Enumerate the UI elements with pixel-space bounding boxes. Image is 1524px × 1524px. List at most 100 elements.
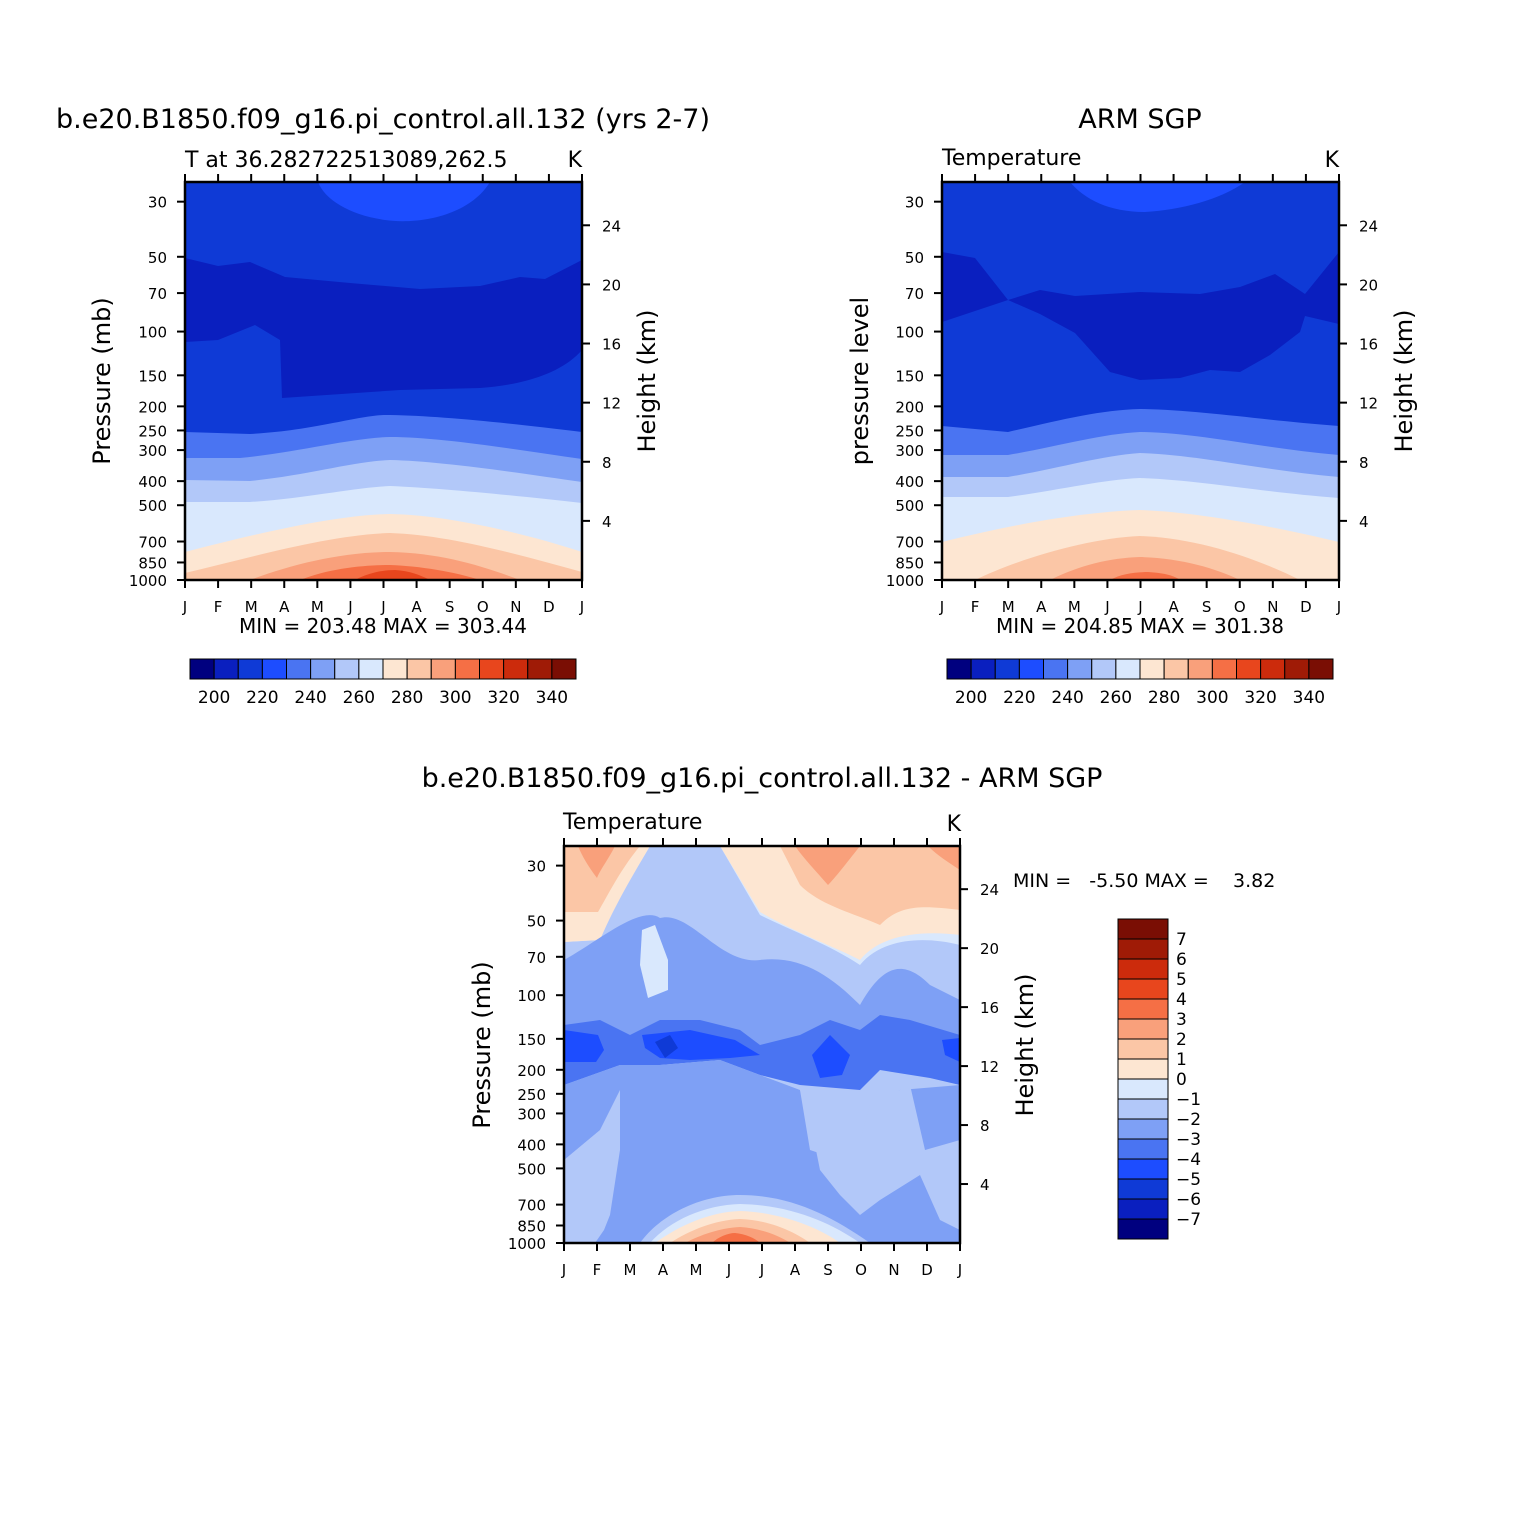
colorbar-label: 260 bbox=[343, 688, 375, 708]
y-tick-label: 300 bbox=[517, 1105, 546, 1123]
y-tick-right-label: 12 bbox=[602, 395, 621, 413]
y-tick-right-label: 20 bbox=[1359, 276, 1378, 294]
y-tick-label: 70 bbox=[527, 949, 546, 967]
colorbar-swatch bbox=[1187, 658, 1213, 680]
colorbar-label: 300 bbox=[1196, 688, 1228, 708]
y-tick-label: 250 bbox=[138, 422, 167, 440]
x-tick-label: F bbox=[971, 598, 980, 616]
colorbar-label: 2 bbox=[1176, 1030, 1187, 1050]
x-tick-label: A bbox=[790, 1261, 801, 1279]
x-tick-label: J bbox=[347, 598, 352, 616]
colorbar-swatch bbox=[1117, 1178, 1169, 1200]
colorbar-label: 340 bbox=[1293, 688, 1325, 708]
colorbar-label: 0 bbox=[1176, 1070, 1187, 1090]
x-tick-label: F bbox=[593, 1261, 602, 1279]
y-tick-label: 1000 bbox=[886, 572, 924, 590]
colorbar-label: 320 bbox=[487, 688, 519, 708]
y-tick-label: 50 bbox=[905, 249, 924, 267]
colorbar-label: 240 bbox=[1051, 688, 1083, 708]
colorbar-swatch bbox=[994, 658, 1020, 680]
y-tick-right-label: 8 bbox=[602, 454, 612, 472]
colorbar-label: 280 bbox=[391, 688, 423, 708]
colorbar-swatch bbox=[1139, 658, 1165, 680]
contour-band bbox=[1070, 182, 1245, 212]
y-tick-label: 300 bbox=[895, 442, 924, 460]
colorbar-swatch bbox=[261, 658, 287, 680]
panel-diff-minmax: MIN = -5.50 MAX = 3.82 bbox=[1013, 870, 1275, 892]
y-tick-label: 150 bbox=[895, 367, 924, 385]
colorbar-label: 200 bbox=[955, 688, 987, 708]
panel-model-plot bbox=[185, 182, 582, 580]
colorbar-label: 200 bbox=[198, 688, 230, 708]
y-tick-label: 300 bbox=[138, 442, 167, 460]
contour-band bbox=[812, 1035, 850, 1078]
colorbar-swatch bbox=[310, 658, 336, 680]
contour-band bbox=[640, 925, 668, 998]
y-tick-label: 100 bbox=[517, 987, 546, 1005]
panel-obs-axes: J F M A M J J A S O N D J 30 50 70 100 150 200 250 300 400 500… bbox=[886, 174, 1378, 616]
colorbar-label: 6 bbox=[1176, 950, 1187, 970]
contour-band bbox=[655, 1035, 678, 1058]
x-tick-label: J bbox=[1104, 598, 1109, 616]
colorbar-swatch bbox=[1117, 998, 1169, 1020]
x-tick-label: O bbox=[855, 1261, 867, 1279]
colorbar-label: 280 bbox=[1148, 688, 1180, 708]
x-tick-label: S bbox=[823, 1261, 833, 1279]
y-tick-label: 30 bbox=[905, 194, 924, 212]
panel-diff-ylabel: Pressure (mb) bbox=[468, 961, 496, 1128]
x-tick-label: J bbox=[726, 1261, 731, 1279]
y-tick-label: 50 bbox=[148, 249, 167, 267]
colorbar-swatch bbox=[1308, 658, 1334, 680]
colorbar-swatch bbox=[527, 658, 553, 680]
y-tick-label: 30 bbox=[148, 194, 167, 212]
colorbar-swatch bbox=[479, 658, 505, 680]
contour-band bbox=[712, 1233, 760, 1243]
x-tick-label: M bbox=[1002, 598, 1015, 616]
x-tick-label: A bbox=[411, 598, 422, 616]
colorbar-swatch bbox=[1117, 1038, 1169, 1060]
panel-obs-colorbar: 200 220 240 260 280 300 320 340 bbox=[946, 658, 1334, 708]
y-tick-right-label: 24 bbox=[602, 217, 621, 235]
colorbar-label: −1 bbox=[1176, 1090, 1201, 1110]
panel-model: b.e20.B1850.f09_g16.pi_control.all.132 (… bbox=[56, 104, 710, 708]
x-tick-label: J bbox=[579, 598, 584, 616]
colorbar-swatch bbox=[1043, 658, 1069, 680]
x-tick-label: F bbox=[214, 598, 223, 616]
y-tick-right-label: 12 bbox=[1359, 395, 1378, 413]
colorbar-swatch bbox=[454, 658, 480, 680]
contour-band bbox=[564, 846, 640, 912]
panel-diff-ylabel-right: Height (km) bbox=[1011, 974, 1039, 1117]
colorbar-label: −5 bbox=[1176, 1170, 1201, 1190]
contour-band bbox=[1050, 557, 1240, 580]
x-tick-label: M bbox=[624, 1261, 637, 1279]
colorbar-swatch bbox=[213, 658, 239, 680]
y-tick-label: 700 bbox=[895, 534, 924, 552]
x-tick-label: S bbox=[1202, 598, 1212, 616]
y-tick-label: 500 bbox=[138, 497, 167, 515]
colorbar-swatch bbox=[1117, 958, 1169, 980]
panel-obs-subtitle-left: Temperature bbox=[941, 146, 1081, 171]
colorbar-label: 300 bbox=[439, 688, 471, 708]
x-tick-label: O bbox=[477, 598, 489, 616]
x-tick-label: J bbox=[380, 598, 385, 616]
y-tick-right-label: 4 bbox=[1359, 513, 1369, 531]
colorbar-swatch bbox=[1117, 938, 1169, 960]
y-tick-right-label: 24 bbox=[980, 881, 999, 899]
colorbar-swatch bbox=[358, 658, 384, 680]
colorbar-swatch bbox=[1117, 1158, 1169, 1180]
colorbar-swatch bbox=[406, 658, 432, 680]
panel-diff-plot bbox=[564, 846, 960, 1243]
colorbar-swatch bbox=[1117, 1218, 1169, 1240]
colorbar-label: 340 bbox=[536, 688, 568, 708]
panel-model-title: b.e20.B1850.f09_g16.pi_control.all.132 (… bbox=[56, 104, 710, 135]
y-tick-right-label: 16 bbox=[980, 999, 999, 1017]
x-tick-label: M bbox=[690, 1261, 703, 1279]
colorbar-swatch bbox=[430, 658, 456, 680]
colorbar-swatch bbox=[1117, 1018, 1169, 1040]
y-tick-label: 400 bbox=[895, 473, 924, 491]
colorbar-label: −3 bbox=[1176, 1130, 1201, 1150]
colorbar-swatch bbox=[1236, 658, 1262, 680]
x-tick-label: A bbox=[658, 1261, 669, 1279]
x-tick-label: N bbox=[1267, 598, 1278, 616]
